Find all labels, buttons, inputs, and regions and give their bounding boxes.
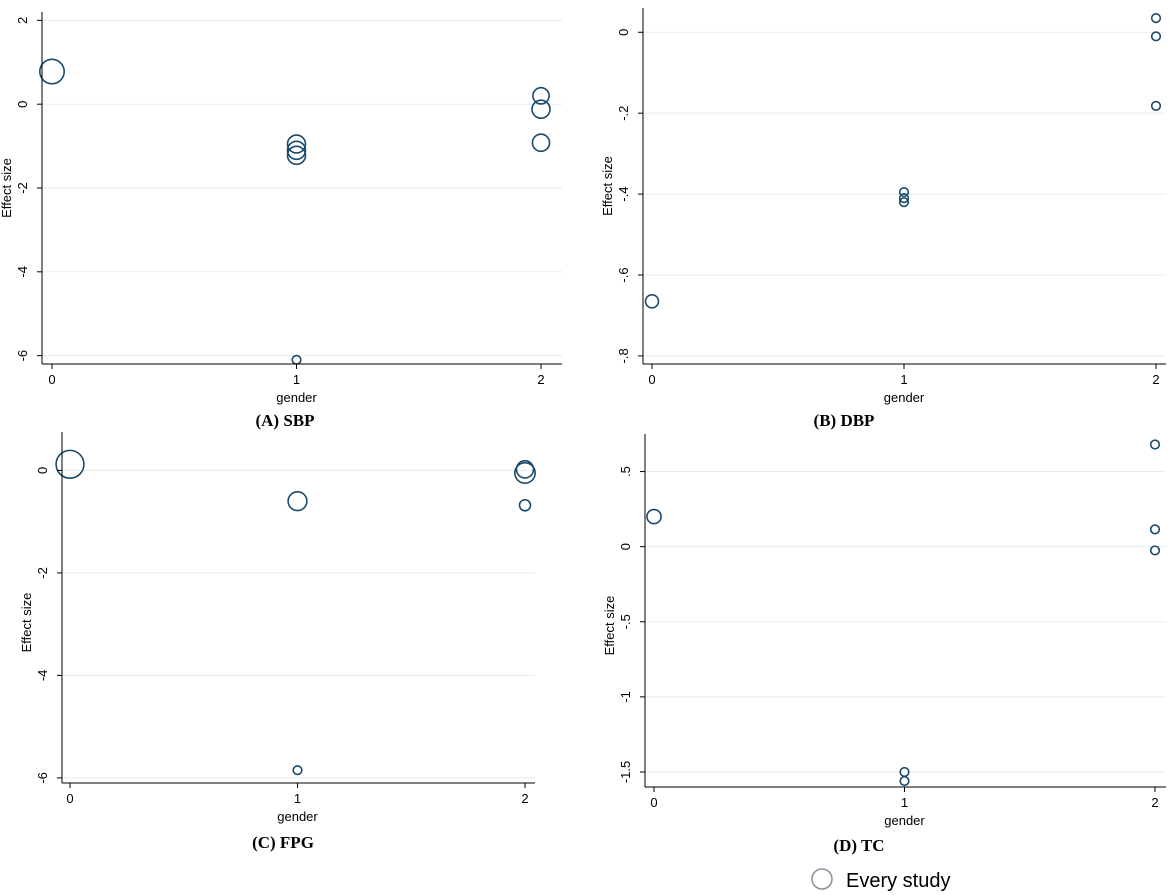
y-tick-label: -.5 [618, 614, 633, 629]
data-point [1149, 439, 1161, 450]
data-point [292, 765, 303, 776]
data-point [518, 498, 532, 512]
y-tick-label: -1 [618, 691, 633, 703]
y-axis-title: Effect size [602, 596, 617, 656]
data-point [1150, 13, 1162, 24]
legend-marker-icon [811, 868, 833, 890]
y-tick-label: 0 [618, 543, 633, 550]
x-tick-label: 2 [1151, 795, 1158, 810]
y-tick-label: -4 [35, 670, 50, 682]
panel-d-tc: 0 1 2 .5 0 -.5 -1 -1.5 gender Effect siz… [602, 434, 1166, 855]
y-tick-label: -6 [15, 350, 30, 362]
panel-c-fpg: 0 1 2 0 -2 -4 -6 gender Effect size (C) … [19, 432, 536, 852]
data-point [899, 775, 910, 787]
data-point [515, 460, 535, 479]
x-tick-label: 1 [294, 791, 301, 806]
panel-b-dbp: 0 1 2 0 -.2 -.4 -.6 -.8 gender Effect si… [600, 8, 1166, 430]
data-point [644, 293, 660, 309]
data-point [291, 354, 302, 365]
data-point [287, 490, 308, 512]
legend-label: Every study [846, 870, 950, 892]
x-tick-label: 0 [650, 795, 657, 810]
y-tick-label: -1.5 [618, 761, 633, 783]
y-tick-label: -.2 [616, 106, 631, 121]
legend: Every study [811, 868, 950, 892]
y-tick-label: 0 [616, 29, 631, 36]
panel-caption: (D) TC [833, 836, 884, 855]
y-tick-label: -6 [35, 772, 50, 784]
data-point [531, 99, 551, 120]
x-tick-label: 0 [48, 372, 55, 387]
data-point [1149, 524, 1161, 535]
data-point [39, 58, 65, 85]
x-tick-label: 0 [66, 791, 73, 806]
x-tick-label: 2 [521, 791, 528, 806]
y-tick-label: -.8 [616, 348, 631, 363]
data-point [286, 145, 307, 166]
y-axis-title: Effect size [600, 156, 615, 216]
y-axis-title: Effect size [0, 158, 14, 218]
x-axis-title: gender [884, 813, 925, 828]
x-tick-label: 1 [900, 372, 907, 387]
data-point [1150, 31, 1162, 42]
data-point [1149, 545, 1161, 556]
data-point [514, 462, 536, 484]
data-point [898, 193, 910, 204]
panel-caption: (C) FPG [252, 833, 314, 852]
y-tick-label: 0 [35, 467, 50, 474]
panel-a-sbp: 0 1 2 2 0 -2 -4 -6 gender Effect size (A… [0, 12, 562, 430]
panel-caption: (A) SBP [255, 411, 314, 430]
data-point [532, 86, 550, 105]
y-tick-label: 0 [15, 101, 30, 108]
x-tick-label: 1 [901, 795, 908, 810]
x-axis-title: gender [276, 390, 317, 405]
y-tick-label: -2 [35, 567, 50, 579]
data-point [646, 508, 662, 525]
panel-caption: (B) DBP [814, 411, 875, 430]
x-tick-label: 2 [1152, 372, 1159, 387]
data-point [286, 140, 307, 161]
data-point [531, 133, 551, 153]
y-tick-label: -4 [15, 266, 30, 278]
y-tick-label: -2 [15, 182, 30, 194]
y-tick-label: -.6 [616, 267, 631, 282]
data-point [286, 134, 307, 154]
data-point [898, 197, 910, 208]
y-tick-label: .5 [618, 466, 633, 477]
data-point [55, 449, 85, 479]
x-axis-title: gender [884, 390, 925, 405]
x-tick-label: 2 [537, 372, 544, 387]
x-tick-label: 1 [293, 372, 300, 387]
y-tick-label: 2 [15, 17, 30, 24]
y-axis-title: Effect size [19, 593, 34, 653]
x-tick-label: 0 [648, 372, 655, 387]
data-point [1150, 100, 1162, 111]
data-point [898, 186, 910, 198]
y-tick-label: -.4 [616, 187, 631, 202]
x-axis-title: gender [277, 809, 318, 824]
